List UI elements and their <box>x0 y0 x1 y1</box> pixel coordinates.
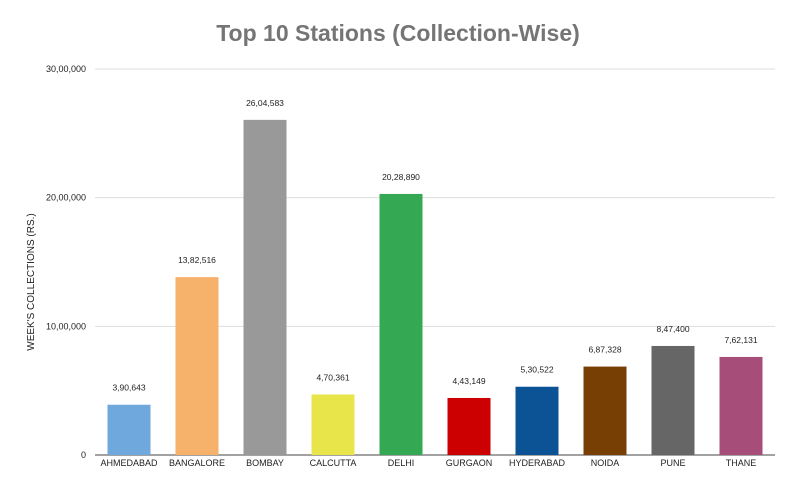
x-tick-label: GURGAON <box>446 458 493 468</box>
data-label: 5,30,522 <box>520 365 553 375</box>
data-label: 3,90,643 <box>112 383 145 393</box>
data-label: 7,62,131 <box>724 335 757 345</box>
chart-title: Top 10 Stations (Collection-Wise) <box>216 20 580 46</box>
data-label: 4,43,149 <box>452 376 485 386</box>
data-labels: 3,90,643 13,82,516 26,04,583 4,70,361 20,28,… <box>112 98 757 393</box>
x-axis-ticks: AHMEDABAD BANGALORE BOMBAY CALCUTTA DELHI GUR… <box>100 458 756 468</box>
y-axis-title: WEEK'S COLLECTIONS (RS.) <box>26 213 37 351</box>
bar-calcutta <box>311 394 355 455</box>
x-tick-label: BANGALORE <box>169 458 225 468</box>
x-tick-label: THANE <box>726 458 757 468</box>
x-tick-label: AHMEDABAD <box>100 458 158 468</box>
bar-delhi <box>379 193 423 455</box>
y-tick-label: 10,00,000 <box>46 321 86 331</box>
data-label: 8,47,400 <box>656 324 689 334</box>
x-tick-label: DELHI <box>388 458 415 468</box>
bar-pune <box>651 345 695 455</box>
y-tick-label: 30,00,000 <box>46 64 86 74</box>
bar-bombay <box>243 119 287 455</box>
bars <box>107 119 763 455</box>
x-tick-label: PUNE <box>660 458 685 468</box>
bar-thane <box>719 356 763 455</box>
x-tick-label: CALCUTTA <box>310 458 357 468</box>
bar-ahmedabad <box>107 404 151 455</box>
y-axis-ticks: 0 10,00,000 20,00,000 30,00,000 <box>46 64 86 460</box>
data-label: 6,87,328 <box>588 345 621 355</box>
x-tick-label: NOIDA <box>591 458 620 468</box>
y-tick-label: 20,00,000 <box>46 193 86 203</box>
data-label: 20,28,890 <box>382 172 420 182</box>
data-label: 13,82,516 <box>178 255 216 265</box>
y-tick-label: 0 <box>81 450 86 460</box>
bar-bangalore <box>175 277 219 455</box>
x-tick-label: BOMBAY <box>246 458 284 468</box>
bar-hyderabad <box>515 386 559 455</box>
bar-gurgaon <box>447 397 491 455</box>
data-label: 4,70,361 <box>316 372 349 382</box>
bar-noida <box>583 366 627 455</box>
x-tick-label: HYDERABAD <box>509 458 566 468</box>
data-label: 26,04,583 <box>246 98 284 108</box>
